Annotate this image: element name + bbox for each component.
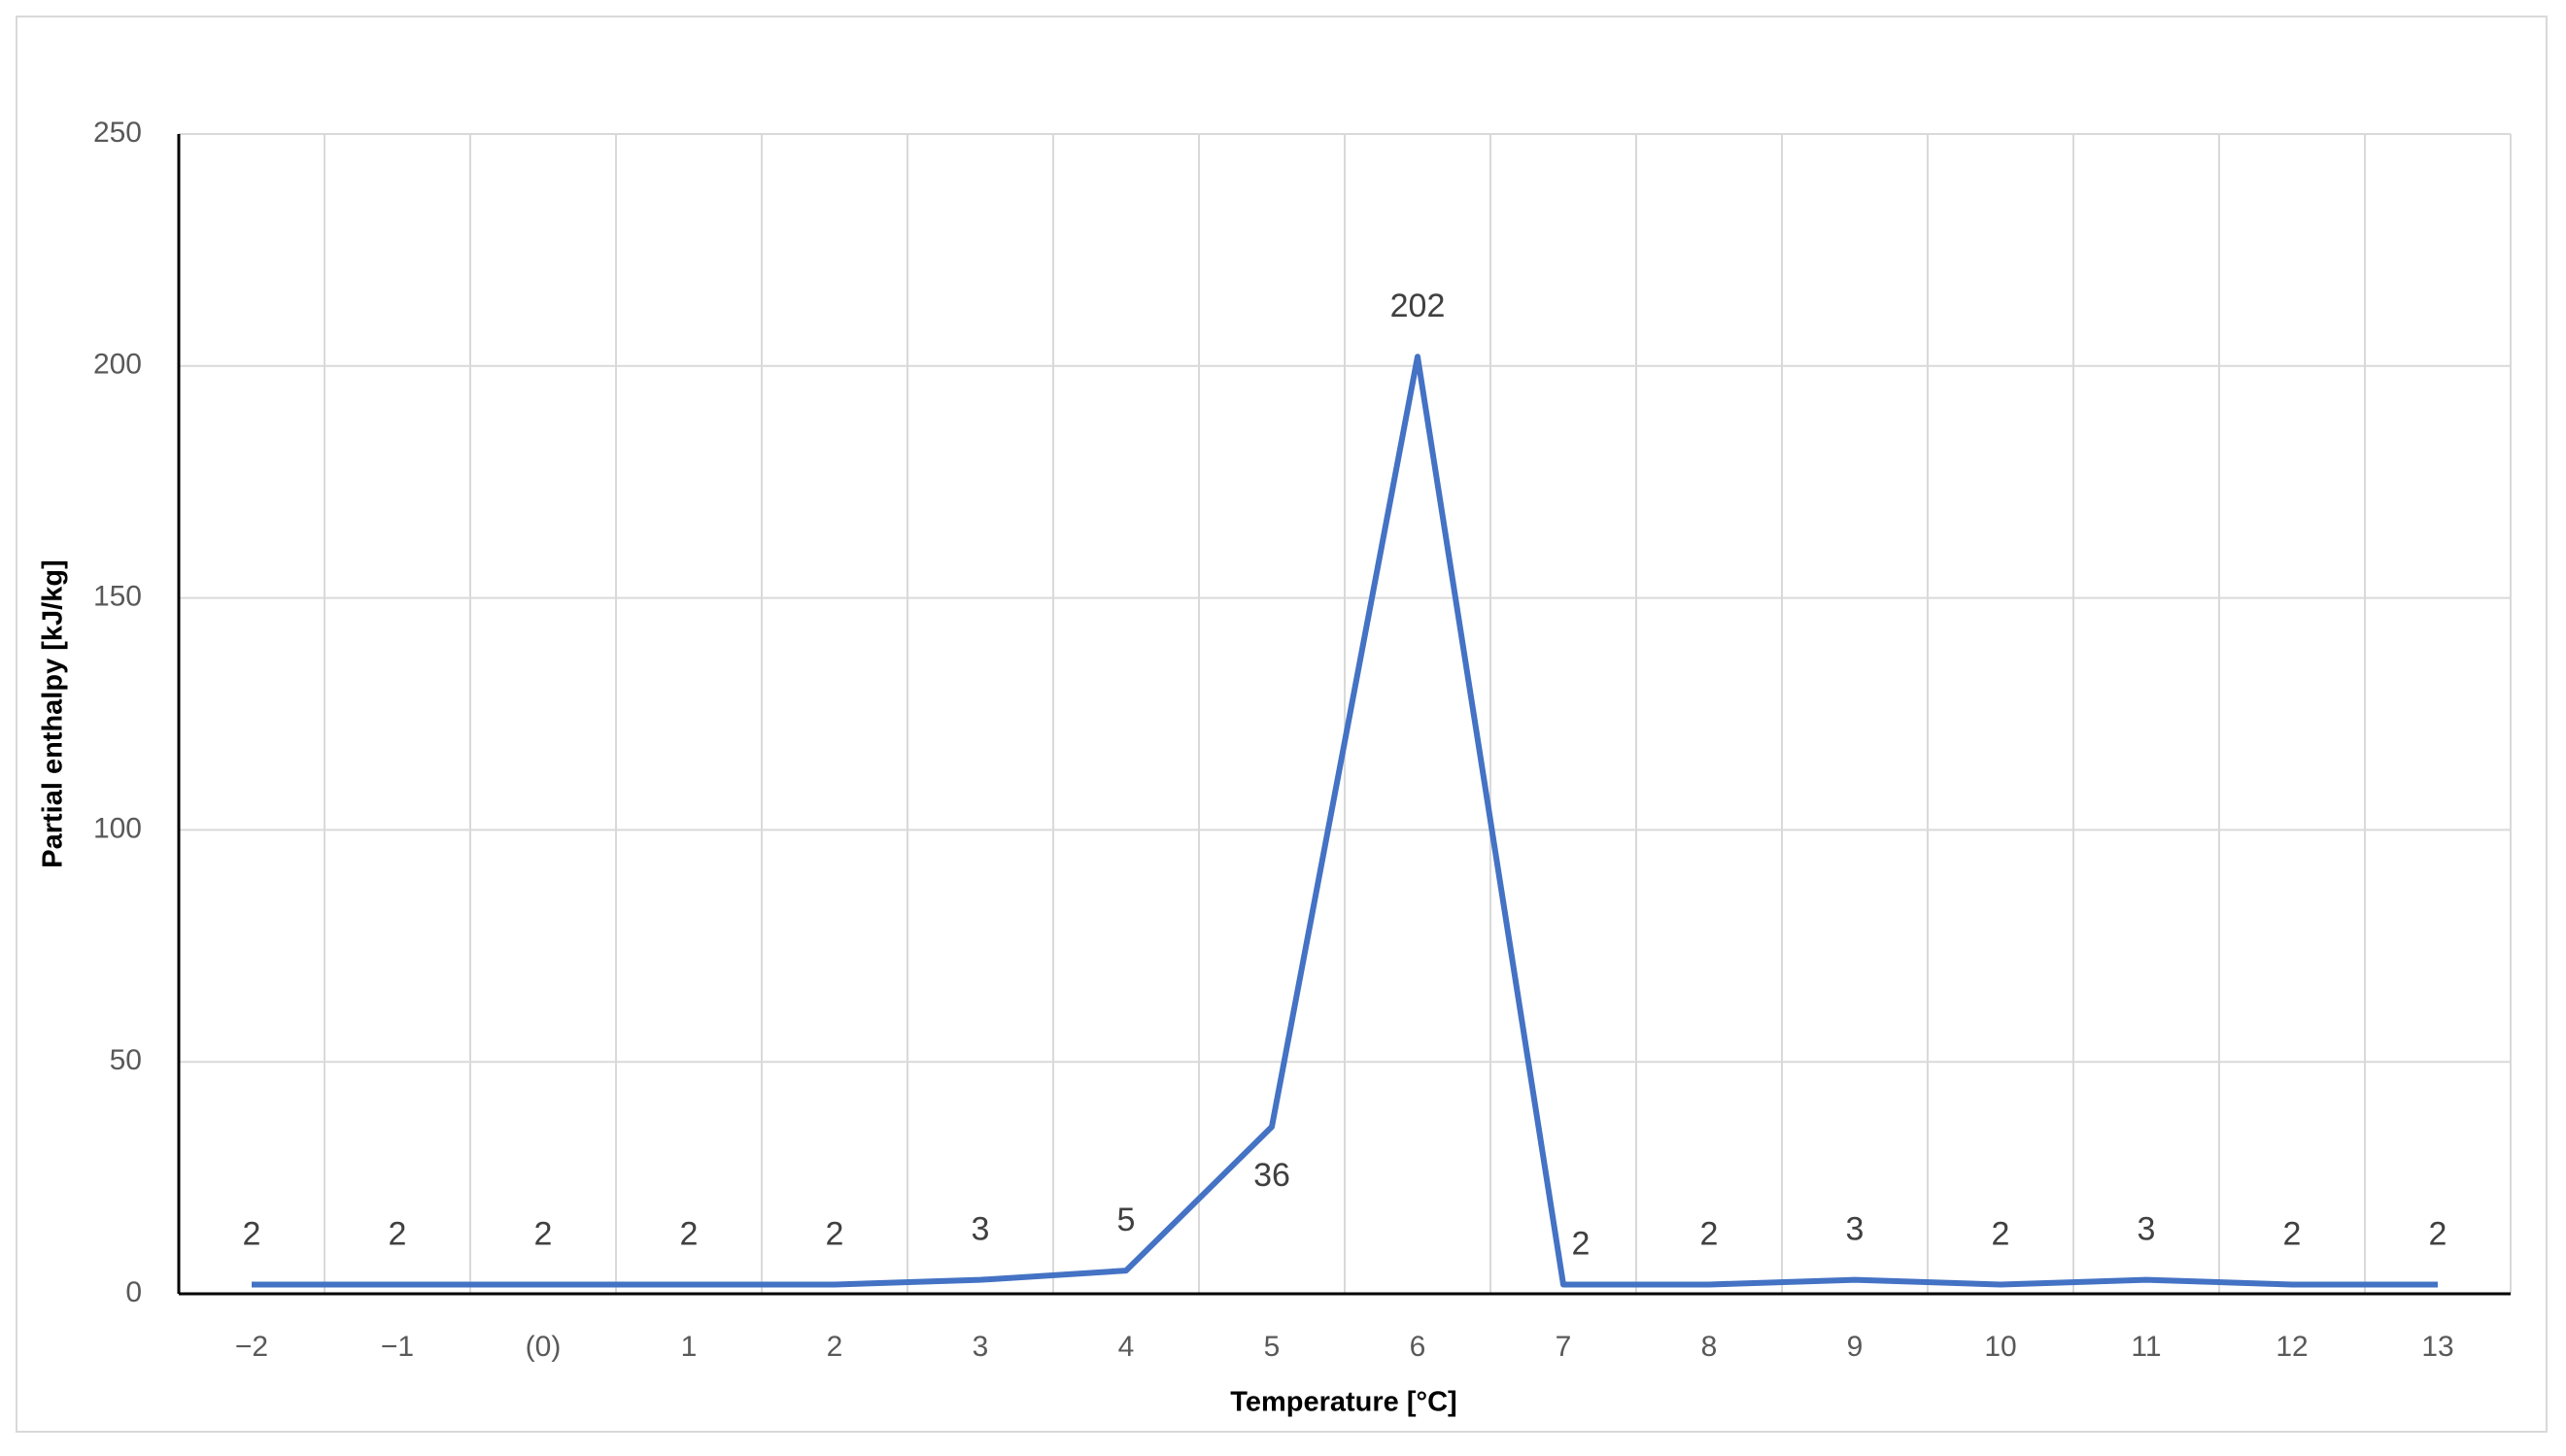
x-tick-label: 7 — [1556, 1331, 1572, 1363]
x-axis-title: Temperature [°C] — [1230, 1387, 1456, 1418]
x-tick-label: (0) — [526, 1331, 562, 1363]
data-label: 2 — [826, 1215, 844, 1252]
x-tick-label: −2 — [235, 1331, 268, 1363]
x-tick-label: 4 — [1118, 1331, 1135, 1363]
data-label: 3 — [2138, 1211, 2156, 1248]
x-tick-label: 13 — [2421, 1331, 2453, 1363]
data-label: 2 — [243, 1215, 261, 1252]
data-label: 3 — [1846, 1211, 1865, 1248]
data-line — [252, 354, 2438, 1288]
data-label: 202 — [1390, 288, 1446, 324]
x-tick-label: 10 — [1984, 1331, 2016, 1363]
chart-border — [16, 16, 2548, 1433]
y-tick-label: 0 — [125, 1276, 142, 1308]
x-tick-label: 12 — [2275, 1331, 2308, 1363]
x-tick-label: 6 — [1410, 1331, 1426, 1363]
data-label: 2 — [389, 1215, 407, 1252]
data-label: 2 — [534, 1215, 553, 1252]
data-label: 2 — [1572, 1225, 1591, 1262]
y-tick-label: 100 — [93, 812, 142, 844]
data-label: 2 — [680, 1215, 699, 1252]
data-label: 2 — [2283, 1215, 2302, 1252]
x-tick-label: −1 — [381, 1331, 414, 1363]
x-tick-label: 5 — [1264, 1331, 1281, 1363]
y-axis-title: Partial enthalpy [kJ/kg] — [38, 559, 69, 868]
y-tick-label: 200 — [93, 349, 142, 381]
x-tick-label: 3 — [973, 1331, 989, 1363]
y-tick-label: 150 — [93, 581, 142, 613]
data-label: 3 — [972, 1211, 990, 1248]
y-tick-label: 50 — [110, 1044, 142, 1076]
data-label: 36 — [1253, 1157, 1290, 1194]
data-label: 5 — [1117, 1202, 1136, 1238]
data-label: 2 — [1700, 1215, 1719, 1252]
data-label: 2 — [1992, 1215, 2010, 1252]
x-tick-label: 9 — [1847, 1331, 1864, 1363]
x-tick-label: 2 — [827, 1331, 843, 1363]
x-tick-label: 1 — [681, 1331, 698, 1363]
y-tick-label: 250 — [93, 117, 142, 149]
data-label: 2 — [2429, 1215, 2447, 1252]
x-tick-label: 8 — [1701, 1331, 1718, 1363]
x-tick-label: 11 — [2131, 1331, 2161, 1363]
